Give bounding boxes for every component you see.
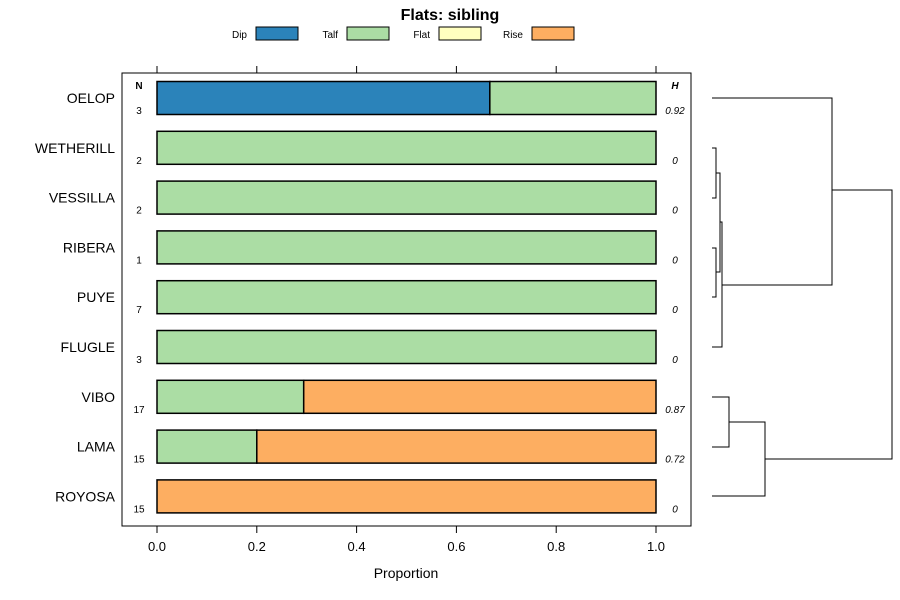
category-label-vessilla: VESSILLA xyxy=(49,190,116,206)
row-puye: PUYE 7 0 xyxy=(77,279,678,316)
category-label-ribera: RIBERA xyxy=(63,239,116,255)
n-value-flugle: 3 xyxy=(136,355,142,366)
row-lama: LAMA 15 0.72 xyxy=(77,429,685,466)
h-value-wetherill: 0 xyxy=(672,156,678,167)
dendrogram-branch-0 xyxy=(712,147,717,199)
bar-oelop-dip xyxy=(156,80,491,116)
h-value-oelop: 0.92 xyxy=(665,106,685,117)
h-column-header: H xyxy=(671,81,679,92)
dendrogram-branch-7 xyxy=(765,189,893,460)
n-value-wetherill: 2 xyxy=(136,156,142,167)
dendrogram-branch-2 xyxy=(716,172,721,273)
h-value-lama: 0.72 xyxy=(665,455,685,466)
n-value-royosa: 15 xyxy=(133,504,145,515)
row-ribera: RIBERA 1 0 xyxy=(63,230,678,266)
row-royosa: ROYOSA 15 0 xyxy=(55,479,678,515)
dendrogram-branch-6 xyxy=(712,421,766,497)
x-axis-title: Proportion xyxy=(374,565,439,581)
bar-lama-rise xyxy=(256,429,657,464)
h-value-royosa: 0 xyxy=(672,504,678,515)
legend-label-flat: Flat xyxy=(413,30,430,41)
legend-swatch-rise xyxy=(531,26,575,41)
n-value-vessilla: 2 xyxy=(136,206,142,217)
category-label-wetherill: WETHERILL xyxy=(35,140,115,156)
bar-puye-talf xyxy=(156,279,657,315)
legend-swatch-talf xyxy=(346,26,390,41)
row-vibo: VIBO 17 0.87 xyxy=(82,379,685,416)
bar-flugle-talf xyxy=(156,329,657,365)
dendrogram xyxy=(712,97,893,497)
chart-title: Flats: sibling xyxy=(401,7,500,24)
row-flugle: FLUGLE 3 0 xyxy=(61,329,678,366)
row-oelop: OELOP 3 0.92 xyxy=(67,80,685,117)
x-tick-label-0: 0.0 xyxy=(148,539,166,554)
bar-vessilla-talf xyxy=(156,180,657,215)
row-vessilla: VESSILLA 2 0 xyxy=(49,180,678,217)
n-value-oelop: 3 xyxy=(136,106,142,117)
n-value-puye: 7 xyxy=(136,305,142,316)
category-label-royosa: ROYOSA xyxy=(55,488,116,504)
dendrogram-branch-5 xyxy=(712,396,730,448)
x-tick-label-5: 1.0 xyxy=(647,539,665,554)
n-column-header: N xyxy=(135,81,142,92)
category-label-oelop: OELOP xyxy=(67,90,115,106)
h-value-flugle: 0 xyxy=(672,355,678,366)
n-value-lama: 15 xyxy=(133,455,145,466)
n-value-ribera: 1 xyxy=(136,255,142,266)
dendrogram-branch-4 xyxy=(712,97,833,286)
x-tick-label-1: 0.2 xyxy=(248,539,266,554)
category-label-flugle: FLUGLE xyxy=(61,339,115,355)
category-label-lama: LAMA xyxy=(77,439,116,455)
plot-frame xyxy=(121,72,692,527)
row-wetherill: WETHERILL 2 0 xyxy=(35,130,678,167)
h-value-ribera: 0 xyxy=(672,255,678,266)
legend-label-rise: Rise xyxy=(503,30,523,41)
h-value-puye: 0 xyxy=(672,305,678,316)
legend-swatch-dip xyxy=(255,26,299,41)
x-tick-label-3: 0.6 xyxy=(447,539,465,554)
x-tick-label-2: 0.4 xyxy=(348,539,366,554)
category-label-puye: PUYE xyxy=(77,289,115,305)
category-label-vibo: VIBO xyxy=(82,389,116,405)
legend-label-talf: Talf xyxy=(322,30,338,41)
bar-oelop-talf xyxy=(489,80,657,116)
bar-lama-talf xyxy=(156,429,258,464)
n-value-vibo: 17 xyxy=(133,405,145,416)
x-axis: 0.0 0.2 0.4 0.6 0.8 1.0 xyxy=(148,526,665,554)
bar-royosa-rise xyxy=(156,479,657,514)
h-value-vessilla: 0 xyxy=(672,206,678,217)
bar-ribera-talf xyxy=(156,230,657,265)
bar-wetherill-talf xyxy=(156,130,657,166)
legend-swatch-flat xyxy=(438,26,482,41)
legend-label-dip: Dip xyxy=(232,30,247,41)
bar-vibo-rise xyxy=(302,379,657,415)
h-value-vibo: 0.87 xyxy=(665,405,685,416)
dendrogram-branch-1 xyxy=(712,247,717,298)
bar-vibo-talf xyxy=(156,379,305,415)
top-axis-ticks xyxy=(156,66,657,73)
x-tick-label-4: 0.8 xyxy=(547,539,565,554)
legend: Dip Talf Flat Rise xyxy=(232,26,575,41)
